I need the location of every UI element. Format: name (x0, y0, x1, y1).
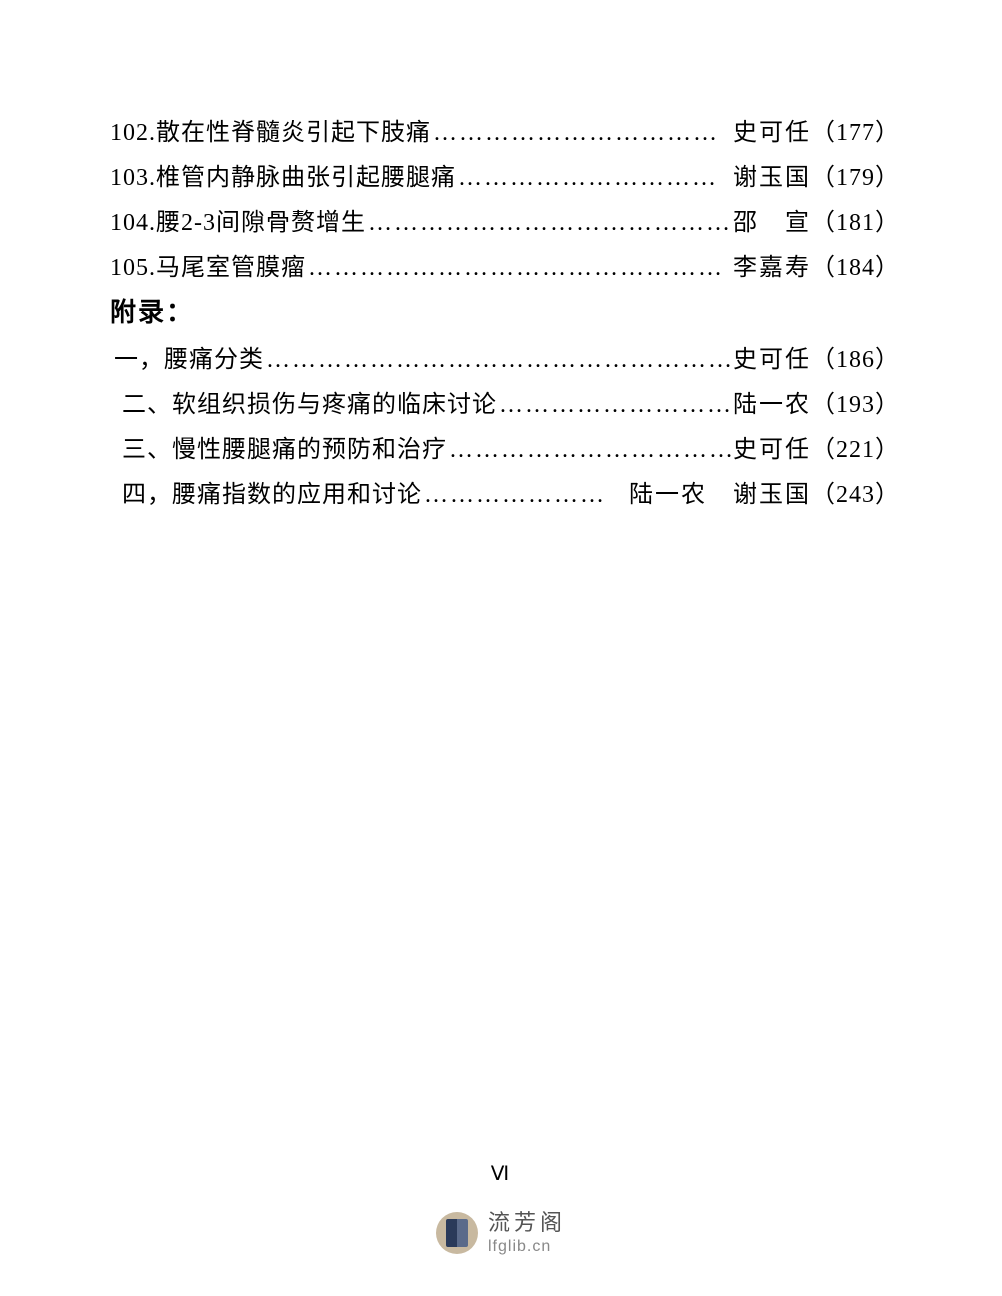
entry-author: 陆一农 (733, 384, 811, 419)
watermark-book-icon (436, 1212, 478, 1254)
toc-entry: 104.腰2-3间隙骨赘增生……………………………………邵 宣（181） (110, 202, 900, 237)
watermark-title: 流芳阁 (488, 1210, 566, 1236)
entry-dots: …………………………………… (366, 210, 733, 237)
toc-entry: 102.散在性脊髓炎引起下肢痛……………………………史可任（177） (110, 112, 900, 147)
entry-page: （186） (811, 339, 900, 374)
entry-page: （179） (811, 157, 900, 192)
entry-title: 腰痛分类 (164, 339, 264, 374)
appendix-entry: 二、软组织损伤与疼痛的临床讨论………………………陆一农（193） (110, 384, 900, 419)
entry-author: 史可任 (733, 429, 811, 464)
entry-number: 二、 (122, 384, 172, 419)
entry-number: 104. (110, 210, 156, 237)
watermark-url: lfglib.cn (488, 1237, 566, 1256)
entry-dots: …………………………… (447, 437, 733, 464)
entry-dots: …………………………… (431, 120, 733, 147)
entry-page: （243） (811, 474, 900, 509)
entry-page: （184） (811, 247, 900, 282)
entry-page: （177） (811, 112, 900, 147)
entry-number: 103. (110, 165, 156, 192)
entry-dots: ……………………… (497, 392, 733, 419)
appendix-entry: 三、慢性腰腿痛的预防和治疗……………………………史可任（221） (110, 429, 900, 464)
entry-title: 腰痛指数的应用和讨论 (172, 474, 422, 509)
entry-dots: ………………………………………… (306, 255, 733, 282)
entry-dots: ………………………… (456, 165, 733, 192)
entry-title: 马尾室管膜瘤 (156, 247, 306, 282)
entry-author: 邵 宣 (733, 202, 811, 237)
watermark-text: 流芳阁 lfglib.cn (488, 1210, 566, 1256)
entry-author: 陆一农 谢玉国 (629, 474, 811, 509)
entry-author: 史可任 (733, 339, 811, 374)
entry-title: 腰2-3间隙骨赘增生 (156, 202, 366, 237)
watermark: 流芳阁 lfglib.cn (436, 1210, 566, 1256)
entry-title: 慢性腰腿痛的预防和治疗 (172, 429, 447, 464)
entry-page: （221） (811, 429, 900, 464)
appendix-entry: 一，腰痛分类………………………………………………史可任（186） (110, 339, 900, 374)
appendix-entry: 四，腰痛指数的应用和讨论…………………陆一农 谢玉国（243） (110, 474, 900, 509)
entry-number: 四， (122, 474, 172, 509)
page-number: Ⅵ (491, 1161, 511, 1186)
entry-title: 椎管内静脉曲张引起腰腿痛 (156, 157, 456, 192)
appendix-header: 附录： (110, 292, 900, 329)
entry-number: 一， (114, 339, 164, 374)
entry-author: 史可任 (733, 112, 811, 147)
entry-page: （193） (811, 384, 900, 419)
entry-title: 散在性脊髓炎引起下肢痛 (156, 112, 431, 147)
entry-dots: ………………… (422, 482, 629, 509)
entry-number: 三、 (122, 429, 172, 464)
entry-author: 谢玉国 (733, 157, 811, 192)
toc-entry: 105.马尾室管膜瘤…………………………………………李嘉寿（184） (110, 247, 900, 282)
entry-author: 李嘉寿 (733, 247, 811, 282)
entry-page: （181） (811, 202, 900, 237)
entry-title: 软组织损伤与疼痛的临床讨论 (172, 384, 497, 419)
entry-dots: ……………………………………………… (264, 347, 733, 374)
page-content: 102.散在性脊髓炎引起下肢痛……………………………史可任（177）103.椎管… (110, 112, 900, 519)
appendix-container: 一，腰痛分类………………………………………………史可任（186）二、软组织损伤与… (110, 339, 900, 509)
toc-container: 102.散在性脊髓炎引起下肢痛……………………………史可任（177） 103.椎管… (110, 112, 900, 282)
entry-number: 105. (110, 255, 156, 282)
toc-entry: 103.椎管内静脉曲张引起腰腿痛…………………………谢玉国（179） (110, 157, 900, 192)
entry-number: 102. (110, 120, 156, 147)
